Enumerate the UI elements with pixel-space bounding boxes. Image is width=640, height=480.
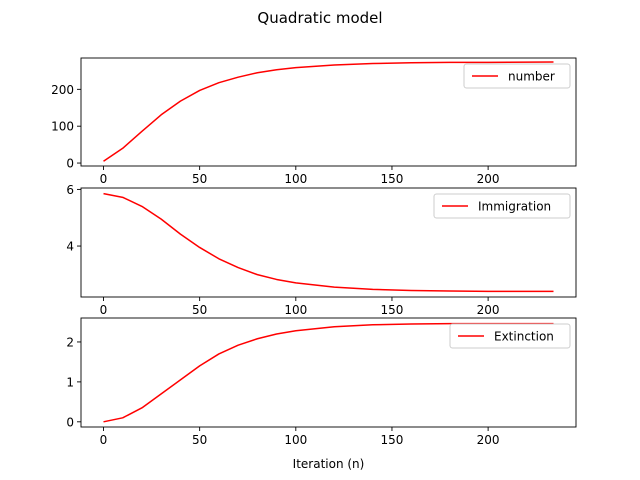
series-line-1-1 — [103, 61, 554, 162]
y-tick-label: 100 — [51, 120, 74, 134]
axes-frame — [80, 187, 577, 298]
y-tick-label: 4 — [66, 240, 74, 254]
x-tick-label: 100 — [284, 303, 307, 317]
x-axis-label: Iteration (n) — [293, 457, 365, 471]
y-tick-label: 1 — [66, 375, 74, 389]
y-tick-label: 0 — [66, 157, 74, 171]
x-tick-label: 200 — [477, 172, 500, 186]
legend: Extinction — [449, 323, 571, 349]
legend-box — [433, 193, 571, 219]
legend-box — [449, 323, 571, 349]
subplot-3: 0 50 100 150 200 0 1 2 Iteration (n) Extinction — [66, 317, 577, 471]
legend: Immigration — [433, 193, 571, 219]
x-tick-label: 150 — [381, 433, 404, 447]
subplot-2: 0 50 100 150 200 4 6 Immigration — [66, 183, 577, 317]
x-tick-label: 0 — [100, 433, 108, 447]
legend-box — [463, 63, 571, 89]
x-tick-label: 50 — [192, 303, 207, 317]
x-tick-label: 200 — [477, 303, 500, 317]
y-tick-label: 6 — [66, 183, 74, 197]
y-tick-label: 2 — [66, 335, 74, 349]
x-tick-label: 50 — [192, 433, 207, 447]
legend-label: Immigration — [478, 200, 551, 214]
y-tick-label: 200 — [51, 83, 74, 97]
legend: number — [463, 63, 571, 89]
x-tick-label: 0 — [100, 303, 108, 317]
x-tick-label: 0 — [100, 172, 108, 186]
axes-frame — [80, 57, 577, 167]
axes-frame — [80, 317, 577, 428]
figure-title: Quadratic model — [257, 9, 382, 27]
x-tick-label: 150 — [381, 303, 404, 317]
y-tick-label: 0 — [66, 415, 74, 429]
subplot-1: 0 50 100 150 200 0 100 200 number — [51, 57, 577, 186]
x-tick-label: 50 — [192, 172, 207, 186]
x-tick-label: 100 — [284, 172, 307, 186]
x-tick-label: 200 — [477, 433, 500, 447]
series-line-3-1 — [103, 322, 554, 423]
series-line-2-1 — [103, 192, 554, 293]
x-tick-label: 100 — [284, 433, 307, 447]
legend-label: Extinction — [494, 330, 554, 344]
legend-label: number — [508, 70, 555, 84]
x-tick-label: 150 — [381, 172, 404, 186]
